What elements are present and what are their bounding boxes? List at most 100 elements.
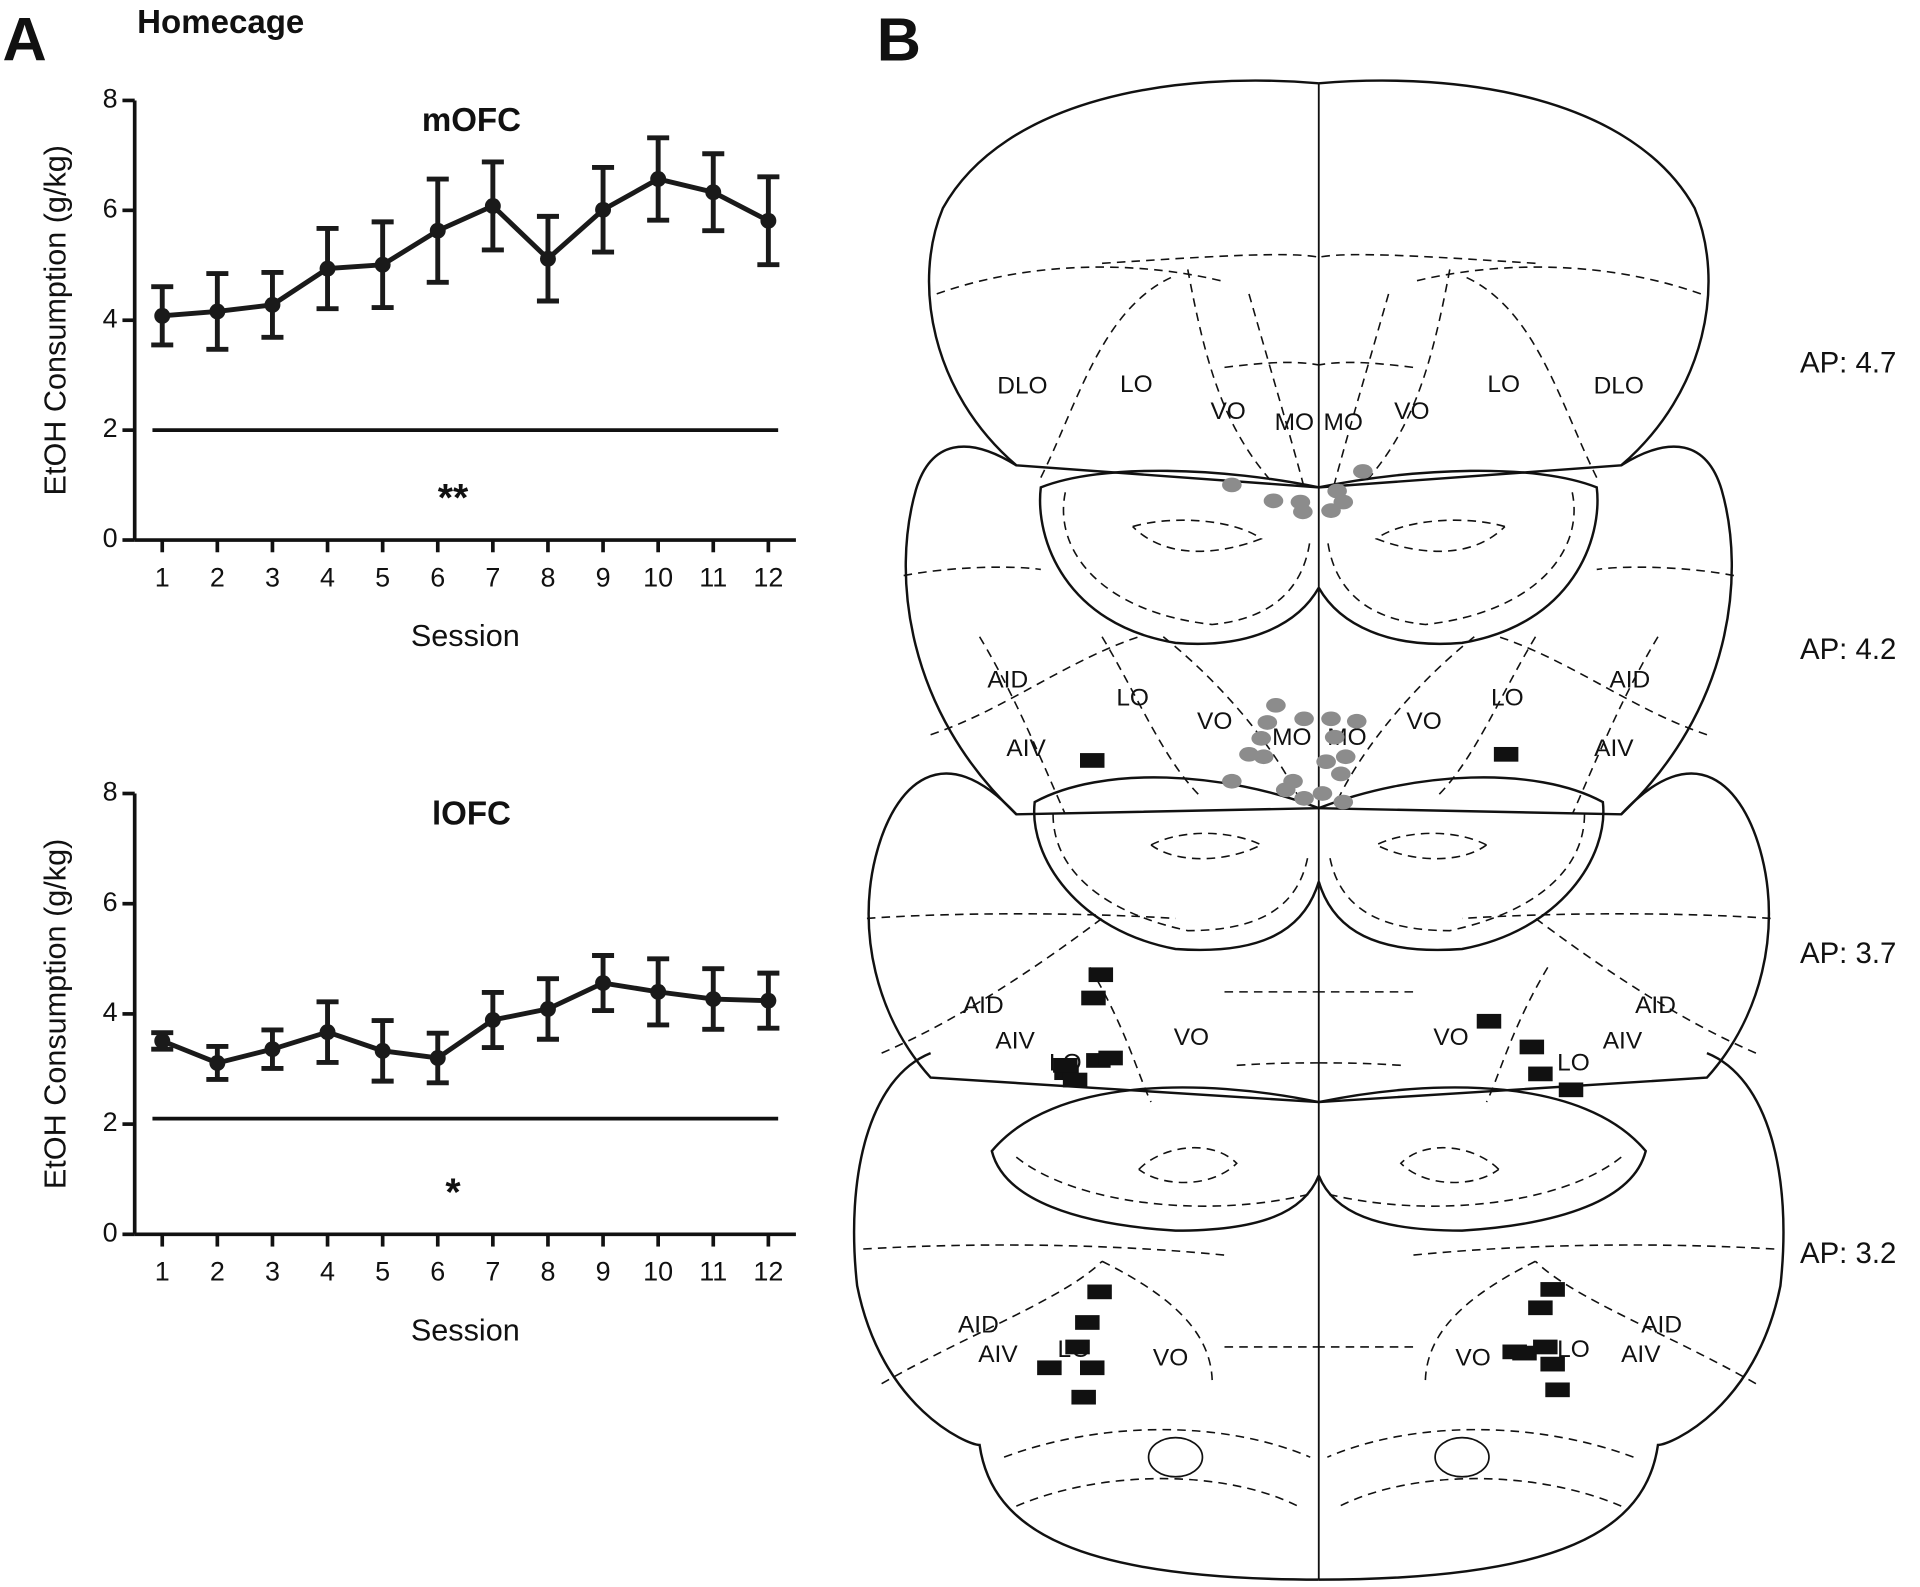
y-tick-label: 6	[103, 193, 118, 223]
placement-marker	[1558, 1082, 1584, 1098]
placement-marker	[1275, 782, 1296, 798]
placement-marker	[1062, 1072, 1088, 1088]
region-label: AIV	[978, 1341, 1018, 1368]
placement-marker	[1533, 1339, 1558, 1355]
data-point	[319, 260, 336, 277]
x-tick-label: 1	[155, 562, 170, 592]
y-tick-label: 4	[103, 997, 118, 1027]
ap-label: AP: 4.2	[1800, 633, 1896, 666]
placement-marker	[1222, 773, 1242, 789]
data-point	[540, 250, 556, 267]
region-label: AID	[1635, 992, 1676, 1019]
data-point	[154, 1032, 171, 1049]
placement-marker	[1476, 1013, 1502, 1029]
subtitle: Homecage	[137, 4, 304, 41]
x-tick-label: 7	[485, 562, 500, 592]
placement-marker	[1037, 1360, 1062, 1376]
y-tick-label: 2	[103, 413, 118, 443]
region-label: AID	[987, 666, 1028, 693]
y-tick-label: 8	[103, 777, 118, 807]
region-label: LO	[1120, 371, 1153, 398]
y-tick-label: 4	[103, 303, 118, 333]
data-point	[595, 975, 612, 992]
x-tick-label: 8	[540, 1257, 555, 1287]
placement-marker	[1502, 1344, 1527, 1360]
region-label: VO	[1197, 708, 1232, 735]
region-label: AID	[1609, 666, 1650, 693]
placement-marker	[1333, 794, 1354, 810]
placement-marker	[1327, 483, 1347, 499]
panel-label: B	[877, 5, 921, 73]
region-label: AIV	[995, 1028, 1035, 1055]
placement-marker	[1081, 990, 1106, 1006]
placement-marker	[1087, 1284, 1112, 1300]
x-tick-label: 6	[430, 1257, 445, 1287]
data-point	[154, 307, 171, 324]
data-point	[374, 256, 391, 273]
panel-label: A	[2, 5, 46, 73]
x-tick-label: 10	[643, 562, 673, 592]
x-tick-label: 10	[643, 1257, 673, 1287]
placement-marker	[1253, 749, 1274, 765]
region-label: LO	[1491, 685, 1524, 712]
y-tick-label: 6	[103, 887, 118, 917]
placement-marker	[1065, 1339, 1090, 1355]
x-tick-label: 9	[596, 1257, 611, 1287]
region-label: VO	[1153, 1345, 1188, 1372]
x-tick-label: 9	[596, 562, 611, 592]
data-point	[374, 1042, 391, 1059]
x-tick-label: 1	[155, 1257, 170, 1287]
data-point	[650, 171, 667, 187]
placement-marker	[1321, 503, 1341, 518]
placement-marker	[1071, 1389, 1096, 1405]
ap-label: AP: 3.2	[1800, 1237, 1896, 1270]
x-tick-label: 3	[265, 562, 280, 592]
region-label: LO	[1116, 685, 1149, 712]
region-label: AID	[1641, 1312, 1682, 1339]
placement-marker	[1053, 1057, 1078, 1073]
placement-marker	[1324, 729, 1345, 745]
placement-marker	[1294, 791, 1314, 806]
data-point	[429, 1050, 446, 1066]
data-line	[161, 980, 769, 1066]
region-label: VO	[1210, 398, 1245, 425]
ap-label: AP: 4.7	[1800, 347, 1896, 380]
chart-title: lOFC	[432, 795, 511, 832]
placement-marker	[1331, 766, 1351, 782]
data-point	[705, 184, 722, 201]
data-point	[650, 983, 667, 1000]
x-tick-label: 12	[753, 1257, 783, 1287]
x-tick-label: 12	[753, 562, 783, 592]
region-label: MO	[1275, 409, 1314, 436]
placement-marker	[1493, 746, 1519, 762]
region-label: VO	[1394, 398, 1429, 425]
ap-label: AP: 3.7	[1800, 937, 1896, 970]
y-tick-label: 2	[103, 1107, 118, 1137]
data-point	[484, 1012, 501, 1028]
data-point	[540, 1000, 556, 1017]
x-axis-label: Session	[411, 1313, 520, 1347]
region-label: DLO	[1594, 372, 1644, 399]
placement-marker	[1316, 754, 1336, 770]
placement-marker	[1528, 1066, 1553, 1082]
data-point	[429, 222, 446, 239]
x-axis-label: Session	[411, 619, 520, 653]
region-label: VO	[1433, 1024, 1468, 1051]
annotation: **	[438, 477, 469, 520]
data-point	[209, 303, 226, 320]
x-tick-label: 7	[485, 1257, 500, 1287]
y-tick-label: 0	[103, 523, 118, 553]
data-line	[162, 176, 770, 319]
x-tick-label: 2	[210, 1257, 225, 1287]
placement-marker	[1251, 731, 1272, 746]
region-label: AID	[958, 1312, 999, 1339]
placement-marker	[1321, 711, 1341, 727]
placement-marker	[1088, 967, 1114, 983]
data-point	[760, 212, 777, 229]
placement-marker	[1545, 1382, 1570, 1398]
placement-marker	[1540, 1282, 1565, 1297]
x-tick-label: 8	[540, 562, 555, 592]
placement-marker	[1294, 711, 1314, 727]
